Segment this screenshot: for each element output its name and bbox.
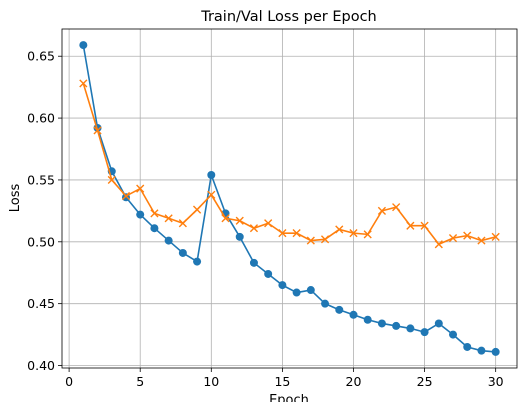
- data-point: [150, 209, 159, 218]
- data-point: [306, 236, 315, 245]
- x-axis-label: Epoch: [269, 393, 309, 402]
- data-point: [150, 224, 159, 233]
- data-point: [448, 233, 458, 243]
- data-point: [491, 347, 500, 356]
- x-tick-label: 15: [274, 374, 290, 389]
- series-1: [79, 41, 500, 356]
- data-point: [349, 229, 358, 238]
- y-tick-label: 0.60: [27, 111, 55, 126]
- data-point: [278, 281, 287, 290]
- x-tick-label: 5: [136, 374, 144, 389]
- data-point: [306, 286, 315, 295]
- data-point: [434, 240, 443, 249]
- data-point: [278, 229, 287, 238]
- data-point: [477, 346, 486, 355]
- data-point: [121, 191, 131, 201]
- data-point: [264, 269, 273, 278]
- x-tick-label: 30: [488, 374, 504, 389]
- x-tick-label: 25: [417, 374, 433, 389]
- data-point: [477, 236, 486, 245]
- data-point: [264, 219, 273, 228]
- chart-title: Train/Val Loss per Epoch: [200, 9, 377, 25]
- data-point: [321, 299, 330, 308]
- data-point: [292, 229, 301, 238]
- data-point: [406, 324, 415, 333]
- data-point: [207, 170, 216, 179]
- data-point: [178, 219, 187, 228]
- data-point: [249, 258, 258, 267]
- data-point: [349, 310, 358, 319]
- data-point: [491, 232, 500, 241]
- data-point: [320, 235, 330, 244]
- x-tick-label: 20: [346, 374, 362, 389]
- data-point: [235, 232, 244, 241]
- data-point: [192, 205, 202, 214]
- data-point: [363, 230, 372, 239]
- data-point: [249, 224, 259, 233]
- data-point: [292, 288, 301, 297]
- y-tick-label: 0.55: [27, 172, 55, 187]
- y-axis-label: Loss: [8, 184, 23, 213]
- grid: [62, 29, 517, 368]
- data-point: [79, 79, 88, 88]
- data-point: [377, 319, 386, 328]
- data-point: [363, 315, 372, 324]
- data-point: [392, 203, 401, 212]
- series-layer: [79, 41, 500, 356]
- data-point: [93, 126, 102, 135]
- y-tick-label: 0.50: [27, 234, 55, 249]
- series-2: [79, 79, 500, 249]
- data-point: [178, 248, 187, 257]
- data-point: [335, 225, 344, 234]
- ticks: 0 5 10 15 20 25 30 0.40 0.45 0.50 0.55 0.60 0.65: [27, 49, 504, 389]
- data-point: [434, 319, 443, 328]
- data-point: [392, 321, 401, 330]
- data-point: [235, 216, 244, 225]
- data-point: [406, 221, 415, 230]
- data-point: [449, 330, 458, 339]
- data-point: [335, 305, 344, 314]
- data-point: [193, 257, 202, 266]
- data-point: [164, 236, 173, 245]
- x-tick-label: 0: [65, 374, 73, 389]
- data-point: [463, 342, 472, 351]
- plot-frame: [61, 28, 518, 369]
- data-point: [463, 231, 472, 240]
- y-tick-label: 0.40: [27, 358, 55, 373]
- data-point: [221, 214, 230, 223]
- data-point: [107, 175, 116, 185]
- x-tick-label: 10: [203, 374, 219, 389]
- data-point: [136, 210, 145, 219]
- data-point: [207, 190, 216, 199]
- data-point: [136, 184, 145, 193]
- data-point: [79, 41, 88, 50]
- y-tick-label: 0.65: [27, 49, 55, 64]
- data-point: [420, 221, 429, 230]
- data-point: [420, 328, 429, 337]
- data-point: [164, 214, 173, 223]
- y-tick-label: 0.45: [27, 296, 55, 311]
- data-point: [377, 206, 387, 215]
